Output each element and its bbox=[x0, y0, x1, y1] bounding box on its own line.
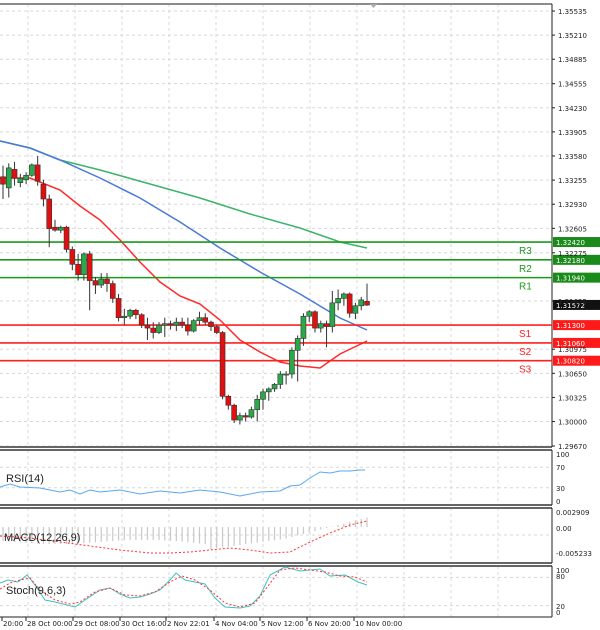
svg-text:29 Oct 08:00: 29 Oct 08:00 bbox=[74, 620, 120, 628]
svg-text:20:00: 20:00 bbox=[3, 620, 23, 628]
svg-text:1.35535: 1.35535 bbox=[558, 8, 587, 16]
svg-text:1.35210: 1.35210 bbox=[558, 32, 587, 40]
svg-text:0: 0 bbox=[556, 609, 560, 617]
svg-text:1.30325: 1.30325 bbox=[558, 394, 587, 402]
svg-text:0.00: 0.00 bbox=[556, 525, 572, 533]
svg-text:0.002909: 0.002909 bbox=[556, 509, 589, 517]
candlesticks bbox=[0, 156, 370, 425]
pivot-levels: 1.32420 R3 1.32180 R2 1.31940 R1 1.31300 S1 1.31… bbox=[0, 237, 600, 376]
svg-text:S3: S3 bbox=[519, 365, 532, 376]
svg-text:80: 80 bbox=[556, 573, 565, 581]
rsi-panel bbox=[0, 469, 365, 497]
svg-text:1.31940: 1.31940 bbox=[556, 275, 585, 283]
svg-text:S2: S2 bbox=[519, 347, 532, 358]
svg-text:100: 100 bbox=[556, 567, 569, 575]
svg-text:1.34885: 1.34885 bbox=[558, 56, 587, 64]
svg-text:1.31572: 1.31572 bbox=[556, 302, 585, 310]
svg-text:1.33255: 1.33255 bbox=[558, 177, 587, 185]
svg-text:1.34555: 1.34555 bbox=[558, 81, 587, 89]
svg-text:S1: S1 bbox=[519, 329, 532, 340]
moving-average-lines bbox=[0, 140, 368, 369]
svg-text:1.32420: 1.32420 bbox=[556, 239, 585, 247]
svg-text:-0.005233: -0.005233 bbox=[556, 550, 592, 558]
svg-text:10 Nov 00:00: 10 Nov 00:00 bbox=[355, 620, 402, 628]
svg-text:1.30820: 1.30820 bbox=[556, 358, 585, 366]
svg-text:1.31625: 1.31625 bbox=[558, 298, 587, 306]
svg-text:1.33580: 1.33580 bbox=[558, 153, 587, 161]
svg-text:100: 100 bbox=[556, 451, 569, 459]
time-axis: 20:00 28 Oct 00:00 29 Oct 08:00 30 Oct 16:0… bbox=[0, 616, 552, 628]
svg-text:1.33905: 1.33905 bbox=[558, 129, 587, 137]
svg-text:1.29670: 1.29670 bbox=[558, 443, 587, 451]
svg-text:R1: R1 bbox=[519, 282, 532, 293]
svg-text:1.30000: 1.30000 bbox=[558, 419, 587, 427]
svg-text:1.31060: 1.31060 bbox=[556, 340, 585, 348]
svg-text:1.30650: 1.30650 bbox=[558, 370, 587, 378]
svg-text:1.32605: 1.32605 bbox=[558, 225, 587, 233]
svg-text:30 Oct 16:00: 30 Oct 16:00 bbox=[121, 620, 167, 628]
macd-label: MACD(12,26,9) bbox=[4, 532, 80, 544]
chart-shift-marker-icon[interactable] bbox=[370, 4, 377, 8]
svg-text:1.34230: 1.34230 bbox=[558, 105, 587, 113]
price-axis: 1.35535 1.35210 1.34885 1.34555 1.34230 1.339… bbox=[552, 8, 592, 617]
svg-text:2 Nov 22:01: 2 Nov 22:01 bbox=[167, 620, 210, 628]
svg-text:70: 70 bbox=[556, 464, 565, 472]
svg-text:20: 20 bbox=[556, 603, 565, 611]
stoch-label: Stoch(9,6,3) bbox=[6, 585, 66, 597]
svg-text:6 Nov 20:00: 6 Nov 20:00 bbox=[308, 620, 351, 628]
svg-text:30: 30 bbox=[556, 485, 565, 493]
rsi-label: RSI(14) bbox=[6, 473, 44, 485]
macd-panel bbox=[0, 517, 368, 554]
svg-text:R2: R2 bbox=[519, 264, 532, 275]
panel-frames bbox=[0, 3, 553, 618]
svg-text:1.30975: 1.30975 bbox=[558, 346, 587, 354]
svg-text:0: 0 bbox=[556, 498, 560, 506]
svg-text:1.32930: 1.32930 bbox=[558, 201, 587, 209]
stochastic-panel bbox=[0, 566, 368, 609]
svg-text:28 Oct 00:00: 28 Oct 00:00 bbox=[27, 620, 73, 628]
chart-grid bbox=[0, 4, 552, 617]
svg-text:4 Nov 04:00: 4 Nov 04:00 bbox=[215, 620, 258, 628]
svg-text:R3: R3 bbox=[519, 246, 532, 257]
svg-text:1.32275: 1.32275 bbox=[558, 250, 587, 258]
svg-text:5 Nov 12:00: 5 Nov 12:00 bbox=[261, 620, 304, 628]
svg-text:1.32180: 1.32180 bbox=[556, 257, 585, 265]
svg-text:1.31300: 1.31300 bbox=[556, 322, 585, 330]
